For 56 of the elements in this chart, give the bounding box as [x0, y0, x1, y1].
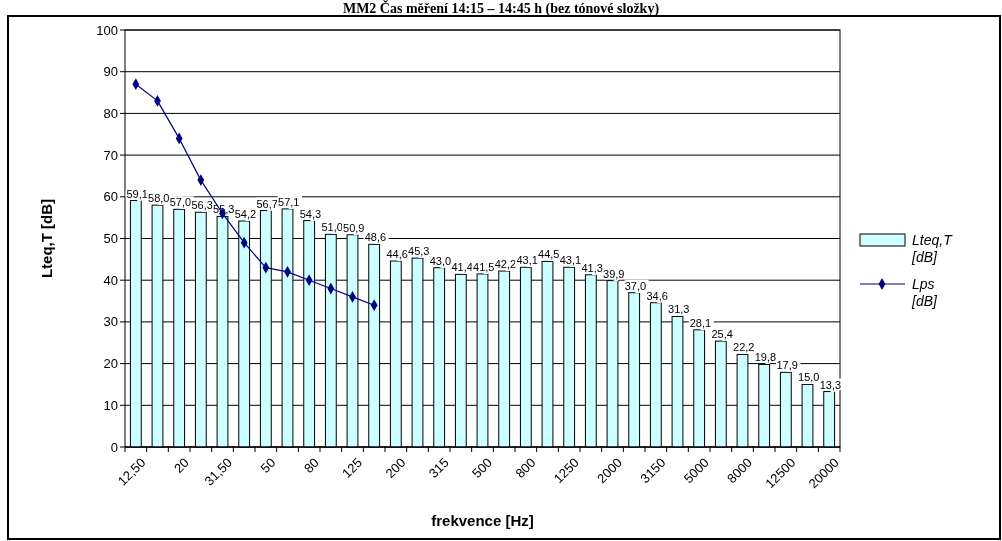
legend-label: Lps [dB] [911, 275, 939, 309]
x-tick-label: 125 [339, 454, 366, 481]
data-label: 56,7 [256, 197, 278, 210]
y-tick-label: 90 [103, 64, 118, 80]
data-label: 57,1 [278, 195, 300, 208]
data-label: 50,9 [343, 221, 365, 234]
data-label: 39,9 [603, 267, 625, 280]
x-tick-label: 80 [300, 454, 322, 476]
data-label: 45,3 [408, 245, 430, 258]
x-tick-label: 20 [170, 454, 192, 476]
data-label: 25,4 [711, 328, 733, 341]
data-label: 15,0 [798, 371, 820, 384]
legend-label: Lteq,T [dB] [911, 231, 954, 265]
x-tick-label: 315 [425, 454, 452, 481]
x-tick-label: 50 [257, 454, 279, 476]
data-label: 59,1 [126, 187, 148, 200]
data-label: 41,5 [473, 260, 495, 273]
y-tick-label: 70 [103, 147, 118, 163]
data-label: 51,0 [321, 221, 343, 234]
data-label: 13,3 [819, 378, 842, 391]
chart-title: MM2 Čas měření 14:15 – 14:45 h (bez tónové složky) [342, 0, 660, 17]
data-label: 44,5 [538, 248, 560, 261]
x-tick-label: 500 [469, 454, 496, 481]
data-label: 54,3 [299, 207, 322, 220]
data-label: 48,6 [364, 231, 387, 244]
y-tick-label: 40 [103, 272, 118, 288]
data-label: 22,2 [733, 341, 755, 354]
data-label: 56,3 [191, 199, 213, 212]
x-tick-label: 800 [512, 454, 539, 481]
data-label: 19,8 [754, 351, 777, 364]
data-label: 44,6 [386, 248, 408, 261]
x-tick-label: 200 [382, 454, 409, 481]
data-label: 54,2 [234, 207, 257, 220]
y-tick-label: 100 [96, 22, 118, 38]
data-label: 43,1 [559, 254, 582, 267]
y-tick-label: 80 [103, 105, 118, 121]
y-tick-label: 50 [103, 231, 118, 247]
y-tick-label: 20 [103, 356, 118, 372]
data-label: 41,3 [581, 261, 603, 274]
x-axis-title: frekvence [Hz] [431, 512, 534, 529]
data-label: 31,3 [668, 303, 690, 316]
data-label: 43,1 [516, 254, 538, 267]
data-label: 34,6 [646, 289, 668, 302]
data-label: 28,1 [689, 316, 712, 329]
data-label: 57,0 [169, 196, 192, 209]
y-tick-label: 10 [103, 397, 118, 413]
y-axis-title: Lteq,T [dB] [38, 198, 55, 279]
data-label: 58,0 [148, 192, 170, 205]
data-label: 17,9 [776, 359, 798, 372]
y-tick-label: 0 [110, 439, 118, 455]
data-label: 43,0 [429, 254, 452, 267]
y-tick-label: 30 [103, 314, 118, 330]
data-label: 42,2 [494, 258, 517, 271]
y-tick-label: 60 [103, 189, 118, 205]
data-label: 41,4 [451, 261, 473, 274]
data-label: 37,0 [624, 279, 647, 292]
